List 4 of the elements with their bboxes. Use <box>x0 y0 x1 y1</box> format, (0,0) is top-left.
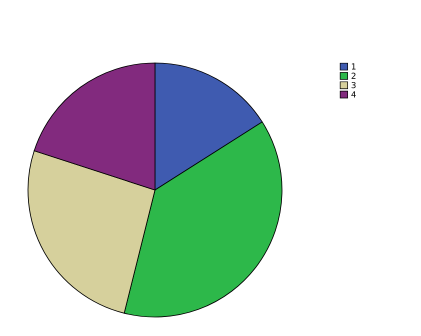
legend-label: 1 <box>352 63 356 70</box>
legend-label: 4 <box>351 91 356 98</box>
legend-label: 3 <box>352 82 356 88</box>
legend-label: 2 <box>352 72 356 79</box>
